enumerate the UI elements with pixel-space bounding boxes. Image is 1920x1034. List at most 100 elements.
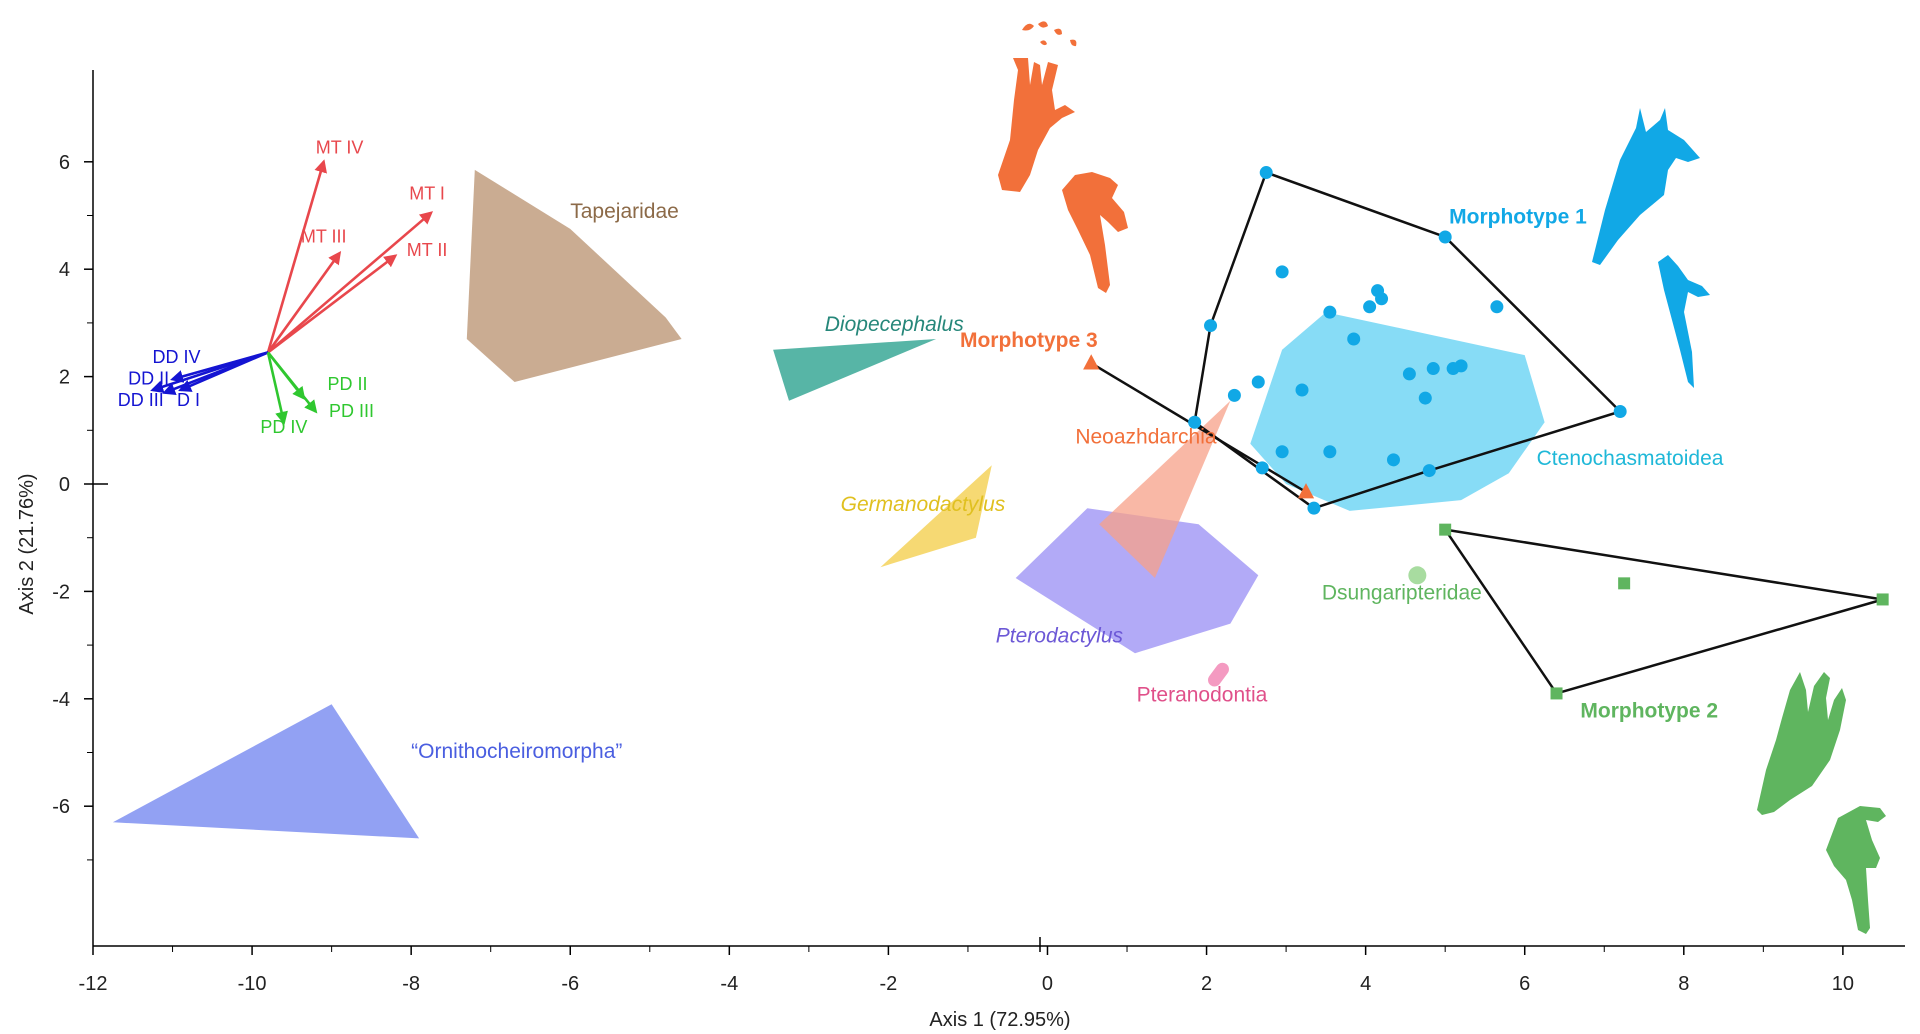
x-tick-label: 8: [1678, 973, 1689, 995]
morphotype-1-point: [1490, 300, 1504, 314]
region-label-ornithocheiromorpha: “Ornithocheiromorpha”: [411, 740, 622, 763]
pteranodontia-mark: [1208, 662, 1229, 687]
silhouettes: [998, 21, 1886, 934]
dsungaripteridae-label: Dsungaripteridae: [1322, 581, 1482, 604]
x-tick-label: -10: [238, 973, 267, 995]
morphotype-3-point: [1083, 354, 1100, 370]
morphotype-1-point: [1613, 405, 1627, 419]
region-ornithocheiromorpha: [112, 704, 420, 839]
morphotype-1-point: [1275, 445, 1289, 459]
x-tick-label: -8: [402, 973, 420, 995]
morphotype-3-hand-icon: [1062, 172, 1128, 293]
morphotype-3-point: [1297, 483, 1315, 499]
region-germanodactylus: [880, 465, 992, 568]
morphotype-1-point: [1307, 501, 1321, 515]
morphotype-1-point: [1255, 461, 1269, 475]
region-label-neoazhdarchia: Neoazhdarchia: [1075, 426, 1217, 449]
group-regions: [112, 169, 1545, 839]
morphotype-2-hand-icon: [1826, 806, 1886, 934]
morphotype-1-point: [1251, 375, 1265, 389]
y-tick-label: 0: [59, 474, 70, 496]
loading-label-dd-iv: DD IV: [153, 347, 201, 367]
morphotype-2-point: [1550, 687, 1563, 700]
morphotype-1-point: [1188, 415, 1202, 429]
morphotype-1-point: [1363, 300, 1377, 314]
morphotype-1-foot-icon: [1592, 108, 1700, 265]
y-axis-label: Axis 2 (21.76%): [16, 473, 38, 614]
morphotype-1-point: [1227, 388, 1241, 402]
morphotype-1-point: [1418, 391, 1432, 405]
x-tick-label: -12: [79, 973, 108, 995]
morphotype-2-label: Morphotype 2: [1580, 700, 1718, 723]
region-pterodactylus: [1015, 508, 1259, 654]
morphotype-2-point: [1876, 593, 1889, 606]
data-points: [1083, 166, 1889, 700]
region-label-germanodactylus: Germanodactylus: [841, 493, 1006, 516]
morphotype-1-point: [1275, 265, 1289, 279]
x-tick-label: -2: [880, 973, 898, 995]
loading-label-pd-ii: PD II: [328, 374, 368, 394]
region-ctenochasmatoidea: [1250, 312, 1545, 511]
loading-arrow-pd-iv: [266, 352, 288, 425]
morphotype-1-point: [1259, 166, 1273, 180]
loading-arrow-mt-iii: [266, 250, 342, 354]
y-tick-label: 6: [59, 152, 70, 174]
y-tick-label: 2: [59, 367, 70, 389]
loading-arrow-pd-iii: [266, 351, 318, 414]
x-tick-label: -6: [561, 973, 579, 995]
morphotype-2-foot-icon: [1757, 672, 1846, 815]
region-neoazhdarchia: [1099, 400, 1231, 578]
x-tick-label: 4: [1360, 973, 1371, 995]
morphotype-1-hull: [1193, 170, 1623, 510]
morphotype-1-point: [1426, 362, 1440, 376]
loading-label-dd-ii: DD II: [128, 369, 169, 389]
loading-label-mt-ii: MT II: [407, 240, 448, 260]
region-label-diopecephalus: Diopecephalus: [825, 313, 964, 336]
region-label-pterodactylus: Pterodactylus: [996, 624, 1124, 647]
morphotype-1-point: [1386, 453, 1400, 467]
loading-label-mt-i: MT I: [409, 183, 445, 203]
x-tick-label: 10: [1832, 973, 1854, 995]
chart-labels: Tapejaridae Diopecephalus Germanodactylus P…: [118, 138, 1724, 763]
loading-arrow-mt-iv: [266, 159, 327, 353]
morphotype-1-point: [1438, 230, 1452, 244]
morphotype-1-point: [1295, 383, 1309, 397]
loading-label-pd-iv: PD IV: [260, 417, 307, 437]
loading-vectors: [150, 159, 434, 425]
loading-arrow-mt-ii: [267, 254, 398, 354]
x-tick-label: 6: [1519, 973, 1530, 995]
loading-label-d-i: D I: [177, 390, 200, 410]
morphotype-2-point: [1618, 577, 1631, 590]
morphotype-hulls: [1090, 170, 1884, 695]
x-tick-label: 0: [1042, 973, 1053, 995]
morphotype-1-label: Morphotype 1: [1449, 206, 1587, 229]
y-tick-label: 4: [59, 259, 70, 281]
tick-marks: -12 -10 -8 -6 -4 -2 0 2 4 6 8 10 6 4 2 0 -2 -4 -6: [52, 152, 1854, 995]
morphotype-1-point: [1347, 332, 1361, 346]
region-label-tapejaridae: Tapejaridae: [570, 200, 679, 223]
y-tick-label: -4: [52, 689, 70, 711]
morphotype-3-label: Morphotype 3: [960, 329, 1098, 352]
loading-label-mt-iv: MT IV: [316, 138, 364, 158]
morphotype-1-point: [1402, 367, 1416, 381]
loading-label-pd-iii: PD III: [329, 401, 374, 421]
morphotype-1-point: [1422, 464, 1436, 478]
morphotype-2-hull: [1442, 527, 1884, 695]
loading-label-dd-iii: DD III: [118, 390, 164, 410]
morphotype-3-foot-icon: [998, 21, 1077, 192]
pteranodontia-label: Pteranodontia: [1137, 683, 1268, 706]
morphotype-1-point: [1323, 305, 1337, 319]
y-tick-label: -2: [52, 581, 70, 603]
morphotype-1-hand-icon: [1658, 255, 1710, 388]
loading-arrow-mt-i: [267, 211, 434, 354]
morphotype-2-point: [1439, 523, 1452, 536]
y-tick-label: -6: [52, 796, 70, 818]
loading-arrow-d-i: [178, 351, 269, 392]
morphotype-3-line: [1090, 362, 1307, 494]
morphotype-1-point: [1204, 319, 1218, 333]
x-axis-label: Axis 1 (72.95%): [929, 1009, 1070, 1031]
region-diopecephalus: [773, 339, 937, 401]
x-tick-label: -4: [720, 973, 738, 995]
region-tapejaridae: [466, 169, 682, 382]
